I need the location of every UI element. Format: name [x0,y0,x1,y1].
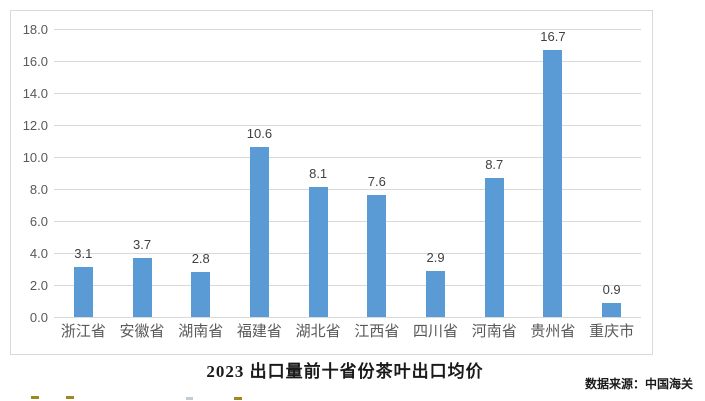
plot-area: 0.0 2.0 4.0 6.0 8.0 10.0 12.0 14.0 16.0 18.0 3.1 浙江… [11,11,652,354]
gridline [54,93,641,94]
bar [484,177,504,317]
cropped-text-remnant [66,396,74,399]
cropped-text-remnant [234,397,242,400]
x-axis-category-label: 浙江省 [60,323,106,340]
x-axis-category-label: 福建省 [236,323,282,340]
gridline [54,125,641,126]
data-source-note: 数据来源：中国海关 [584,377,693,391]
x-axis-category-label: 重庆市 [589,323,635,340]
bar-value-label: 2.9 [426,249,445,265]
gridline [54,253,641,254]
gridline [54,285,641,286]
bar-value-label: 2.8 [191,251,210,267]
y-axis-tick-label: 8.0 [29,182,48,197]
y-axis-tick-label: 14.0 [22,86,48,101]
bar-value-label: 10.6 [246,126,273,142]
bar-value-label: 8.1 [309,166,328,182]
x-axis-category-label: 河南省 [471,323,517,340]
bar [308,187,328,317]
y-axis-tick-label: 12.0 [22,118,48,133]
x-axis-category-label: 四川省 [413,323,459,340]
gridline [54,29,641,30]
x-axis-category-label: 安徽省 [119,323,165,340]
y-axis-tick-label: 10.0 [22,150,48,165]
bar-chart: 0.0 2.0 4.0 6.0 8.0 10.0 12.0 14.0 16.0 18.0 3.1 浙江… [10,10,653,355]
bar [426,270,446,317]
bar [249,147,269,317]
y-axis-tick-label: 6.0 [29,214,48,229]
y-axis-tick-label: 16.0 [22,54,48,69]
y-axis-tick-label: 18.0 [22,22,48,37]
bar-value-label: 8.7 [485,156,504,172]
bar [132,257,152,317]
x-axis-category-label: 贵州省 [530,323,576,340]
gridline [54,157,641,158]
y-axis-tick-label: 4.0 [29,246,48,261]
bar [191,272,211,317]
bar-value-label: 3.7 [133,236,152,252]
bar [367,195,387,317]
bar [73,267,93,317]
chart-caption: 2023 出口量前十省份茶叶出口均价 [206,362,484,381]
bar-value-label: 16.7 [540,28,566,44]
cropped-text-remnant [186,397,193,400]
bar-value-label: 0.9 [602,281,621,297]
gridline [54,221,641,222]
bar [602,302,622,317]
y-axis-tick-label: 2.0 [29,278,48,293]
gridline [54,189,641,190]
gridline [54,317,641,318]
x-axis-category-label: 江西省 [354,323,400,340]
x-axis-category-label: 湖北省 [295,323,341,340]
gridline [54,61,641,62]
x-axis-category-label: 湖南省 [178,323,224,340]
bar [543,49,563,317]
bar-value-label: 7.6 [367,174,386,190]
bar-value-label: 3.1 [74,246,93,262]
cropped-text-remnant [31,396,39,399]
y-axis-tick-label: 0.0 [29,310,48,325]
